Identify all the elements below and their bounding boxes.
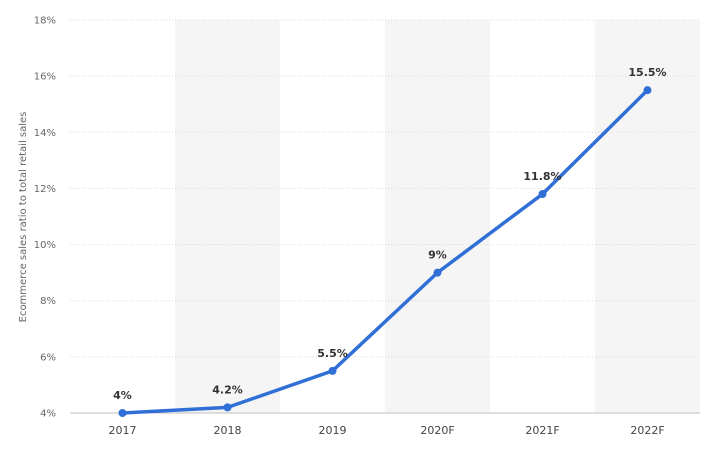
y-tick-label: 4% <box>40 409 56 420</box>
data-label: 4.2% <box>212 383 243 396</box>
data-point[interactable] <box>643 86 652 95</box>
column-band <box>385 20 490 413</box>
data-label: 11.8% <box>523 170 561 183</box>
data-point[interactable] <box>118 409 127 417</box>
y-tick-label: 16% <box>34 72 56 83</box>
data-label: 4% <box>113 389 132 402</box>
column-band <box>595 20 700 413</box>
y-axis-title: Ecommerce sales ratio to total retail sa… <box>18 112 29 323</box>
y-tick-label: 12% <box>34 184 56 195</box>
data-point[interactable] <box>433 268 442 277</box>
x-tick-label: 2017 <box>109 424 137 437</box>
y-axis-ticks: 4% 6% 8% 10% 12% 14% 16% 18% <box>34 16 56 420</box>
y-tick-label: 10% <box>34 240 56 251</box>
data-point[interactable] <box>538 190 547 199</box>
y-tick-label: 8% <box>40 296 56 307</box>
series-group <box>118 86 652 417</box>
gridlines <box>70 19 700 414</box>
data-label: 15.5% <box>628 66 666 79</box>
x-axis-ticks: 2017 2018 2019 2020F 2021F 2022F <box>109 424 665 437</box>
data-labels: 4% 4.2% 5.5% 9% 11.8% 15.5% <box>113 66 666 402</box>
x-tick-label: 2019 <box>319 424 347 437</box>
x-tick-label: 2018 <box>214 424 242 437</box>
data-label: 5.5% <box>317 347 348 360</box>
y-tick-label: 18% <box>34 16 56 27</box>
series-line <box>120 88 650 415</box>
x-tick-label: 2022F <box>630 424 664 437</box>
data-label: 9% <box>428 249 447 262</box>
column-band <box>175 20 280 413</box>
column-bands <box>175 20 700 413</box>
x-tick-label: 2020F <box>420 424 454 437</box>
data-point[interactable] <box>223 403 232 412</box>
x-tick-label: 2021F <box>525 424 559 437</box>
data-point[interactable] <box>328 366 337 375</box>
y-tick-label: 14% <box>34 128 56 139</box>
y-tick-label: 6% <box>40 352 56 363</box>
